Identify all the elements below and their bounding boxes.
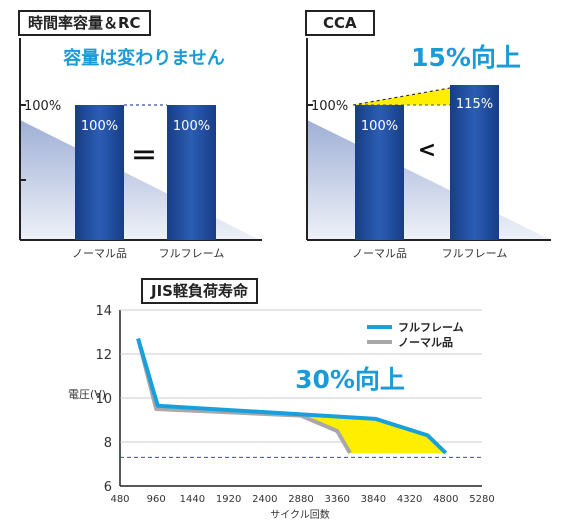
chart2-highlight: 15%向上 [411, 43, 521, 72]
chart1-title: 時間率容量＆RC [18, 10, 151, 36]
chart3-series-normal [136, 338, 352, 455]
chart3-x-tick-1440: 1440 [180, 494, 205, 505]
chart3-x-tick-3840: 3840 [361, 494, 386, 505]
chart3-x-tick-2400: 2400 [252, 494, 277, 505]
chart3-x-tick-4320: 4320 [397, 494, 422, 505]
chart3-title: JIS軽負荷寿命 [141, 278, 258, 304]
chart2-reference-label: 100% [311, 99, 348, 114]
chart3-legend-label-fullframe: フルフレーム [398, 321, 464, 334]
chart3-x-tick-3360: 3360 [324, 494, 349, 505]
chart1-bar-normal-value: 100% [81, 119, 118, 134]
chart3-x-tick-4800: 4800 [433, 494, 458, 505]
chart1-bar-fullframe [167, 105, 216, 240]
chart1-reference-label: 100% [24, 99, 61, 114]
chart2-bar-normal [355, 105, 404, 240]
chart1-category-fullframe: フルフレーム [159, 247, 225, 260]
chart1-subtitle: 容量は変わりません [63, 47, 224, 69]
chart3-x-tick-480: 480 [110, 494, 129, 505]
chart3-gridlines [120, 309, 482, 443]
chart3-y-tick-10: 10 [95, 392, 112, 407]
chart3-y-tick-12: 12 [95, 348, 112, 363]
chart2-title: CCA [305, 10, 375, 36]
chart1-category-normal: ノーマル品 [72, 247, 127, 260]
chart1-background-wedge [20, 120, 260, 240]
chart2: 100% 15%向上 100% 115% < ノーマル品 フルフレーム [306, 38, 551, 260]
chart2-category-normal: ノーマル品 [352, 247, 407, 260]
chart2-less-than-sign: < [418, 138, 436, 163]
chart1-bar-normal [75, 105, 124, 240]
chart3-x-tick-labels: 480 960 1440 1920 2400 2880 3360 3840 4320 4800 52… [110, 494, 494, 505]
chart3-x-tick-2880: 2880 [288, 494, 313, 505]
chart2-bar-normal-value: 100% [361, 119, 398, 134]
chart2-bar-fullframe [450, 85, 499, 240]
chart3-legend-label-normal: ノーマル品 [398, 336, 453, 349]
chart3-x-tick-960: 960 [147, 494, 166, 505]
chart2-improvement-line [352, 87, 451, 106]
chart3-series-fullframe [136, 338, 448, 455]
chart3-improvement-area [301, 415, 446, 453]
chart3-legend: フルフレーム ノーマル品 [367, 321, 464, 349]
chart1-bar-fullframe-value: 100% [173, 119, 210, 134]
chart3-ylabel: 電圧(V) [68, 388, 106, 401]
chart3-x-tick-5280: 5280 [469, 494, 494, 505]
chart3-x-tick-1920: 1920 [216, 494, 241, 505]
chart2-bar-fullframe-value: 115% [456, 97, 493, 112]
chart1-equal-sign: ＝ [131, 142, 157, 172]
chart3-annotation: 30%向上 [295, 365, 405, 394]
chart3-y-tick-8: 8 [104, 436, 112, 451]
chart3-y-tick-6: 6 [104, 480, 112, 495]
chart3-y-tick-14: 14 [95, 304, 112, 319]
chart2-category-fullframe: フルフレーム [442, 247, 508, 260]
chart1: 100% 容量は変わりません ＝ 100% 100% ノーマル品 フルフレーム [19, 38, 262, 260]
chart3-xlabel: サイクル回数 [270, 508, 330, 521]
chart3-y-tick-labels: 6 8 10 12 14 [95, 304, 112, 495]
